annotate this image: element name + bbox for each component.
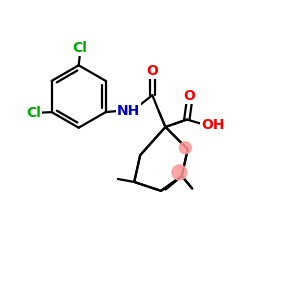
- Circle shape: [179, 142, 191, 154]
- Circle shape: [172, 165, 187, 180]
- Text: O: O: [183, 89, 195, 103]
- Text: Cl: Cl: [73, 41, 88, 55]
- Text: OH: OH: [201, 118, 224, 132]
- Text: NH: NH: [117, 103, 140, 118]
- Text: O: O: [146, 64, 158, 78]
- Text: Cl: Cl: [26, 106, 41, 120]
